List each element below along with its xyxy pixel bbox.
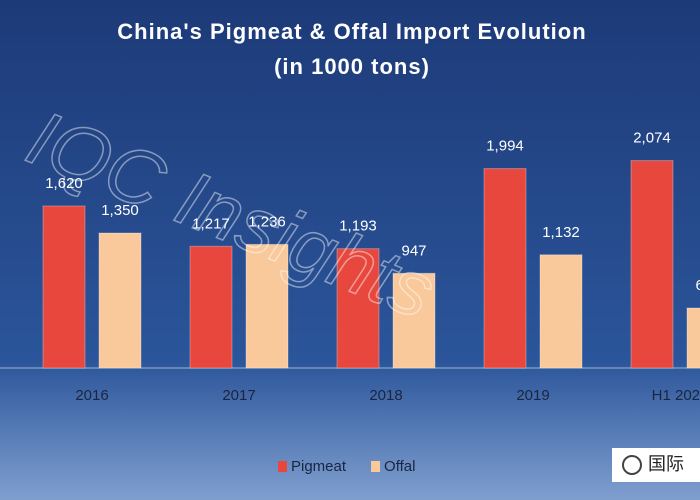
- data-label: 1,994: [486, 138, 524, 155]
- data-label: 1,193: [339, 218, 377, 235]
- legend-label: Offal: [384, 458, 415, 475]
- brand-box: [612, 448, 700, 482]
- x-tick-label: 2018: [369, 387, 402, 404]
- data-label: 1,350: [101, 202, 139, 219]
- data-label: 600: [695, 277, 700, 294]
- bar: [336, 248, 380, 369]
- x-tick-label: 2017: [222, 387, 255, 404]
- bar: [245, 243, 289, 369]
- bar: [630, 160, 674, 369]
- x-tick-label: H1 2020: [652, 387, 700, 404]
- data-label: 1,236: [248, 213, 286, 230]
- chart-subtitle: (in 1000 tons): [274, 54, 430, 79]
- brand-text: 国际: [648, 454, 684, 474]
- bar: [686, 307, 700, 369]
- bar: [539, 254, 583, 369]
- bar: [483, 168, 527, 369]
- legend-swatch: [371, 461, 381, 472]
- data-label: 2,074: [633, 130, 671, 147]
- data-label: 1,620: [45, 175, 83, 192]
- brand-icon: [622, 455, 642, 475]
- bar: [392, 272, 436, 369]
- x-tick-label: 2019: [516, 387, 549, 404]
- data-label: 947: [401, 242, 426, 259]
- bar: [98, 232, 142, 369]
- plot: 2016 1,620 1,350 2017 1,217 1,236 2018 1,193 947…: [0, 130, 700, 404]
- chart-title: China's Pigmeat & Offal Import Evolution: [117, 19, 586, 44]
- bar: [42, 205, 86, 369]
- bar: [189, 245, 233, 369]
- x-tick-label: 2016: [75, 387, 108, 404]
- legend-swatch: [278, 461, 287, 472]
- legend-label: Pigmeat: [291, 458, 347, 475]
- data-label: 1,217: [192, 215, 230, 232]
- data-label: 1,132: [542, 224, 580, 241]
